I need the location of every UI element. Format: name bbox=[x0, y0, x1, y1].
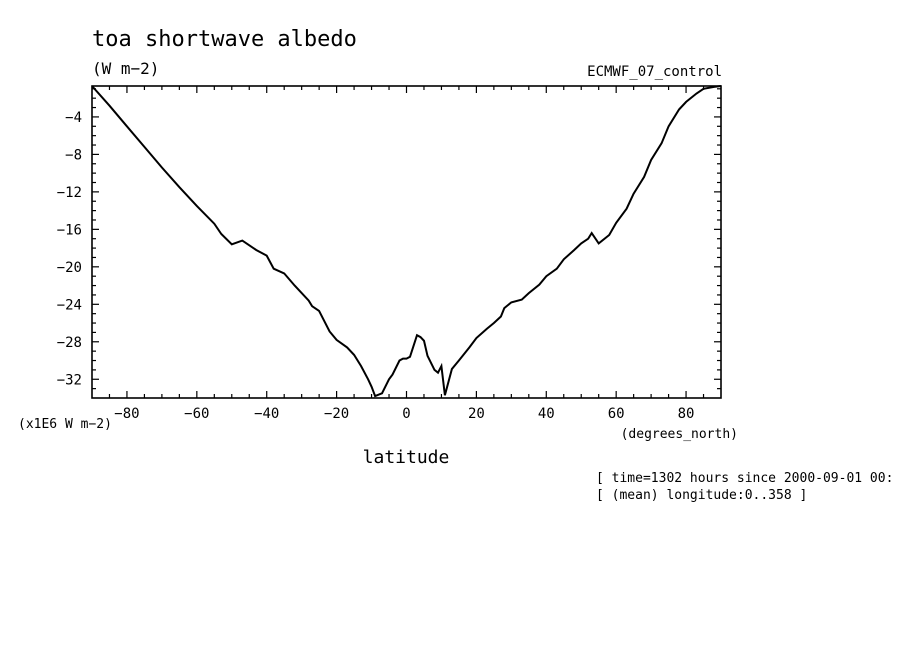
longitude-note: [ (mean) longitude:0..358 ] bbox=[596, 488, 807, 503]
x-tick-label: −80 bbox=[114, 406, 139, 422]
x-tick-label: 20 bbox=[468, 406, 485, 422]
y-axis-ticks: −4 −8 −12 −16 −20 −24 −28 −32 bbox=[57, 88, 721, 390]
x-tick-label: 40 bbox=[538, 406, 555, 422]
x-axis-label: latitude bbox=[363, 447, 450, 468]
series-group bbox=[91, 85, 722, 398]
x-axis-ticks: −80 −60 −40 −20 0 20 40 60 80 bbox=[108, 86, 705, 422]
y-tick-label: −32 bbox=[57, 372, 82, 388]
x-tick-label: 80 bbox=[678, 406, 695, 422]
plot-frame bbox=[91, 85, 722, 399]
dataset-label: ECMWF_07_control bbox=[587, 64, 722, 80]
y-tick-label: −20 bbox=[57, 260, 82, 276]
x-tick-label: −40 bbox=[254, 406, 279, 422]
y-tick-label: −8 bbox=[65, 147, 82, 163]
x-axis-units: (degrees_north) bbox=[621, 427, 738, 442]
x-tick-label: 0 bbox=[402, 406, 410, 422]
x-tick-label: 60 bbox=[608, 406, 625, 422]
x-tick-label: −20 bbox=[324, 406, 349, 422]
y-tick-label: −28 bbox=[57, 335, 82, 351]
time-note: [ time=1302 hours since 2000-09-01 00: bbox=[596, 471, 893, 486]
chart-units: (W m−2) bbox=[92, 59, 159, 78]
chart-title: toa shortwave albedo bbox=[92, 27, 357, 52]
y-tick-label: −4 bbox=[65, 110, 82, 126]
y-scale-note: (x1E6 W m−2) bbox=[18, 417, 112, 432]
y-tick-label: −24 bbox=[57, 297, 82, 313]
y-tick-label: −16 bbox=[57, 222, 82, 238]
series-line bbox=[91, 85, 722, 398]
x-tick-label: −60 bbox=[184, 406, 209, 422]
y-tick-label: −12 bbox=[57, 185, 82, 201]
